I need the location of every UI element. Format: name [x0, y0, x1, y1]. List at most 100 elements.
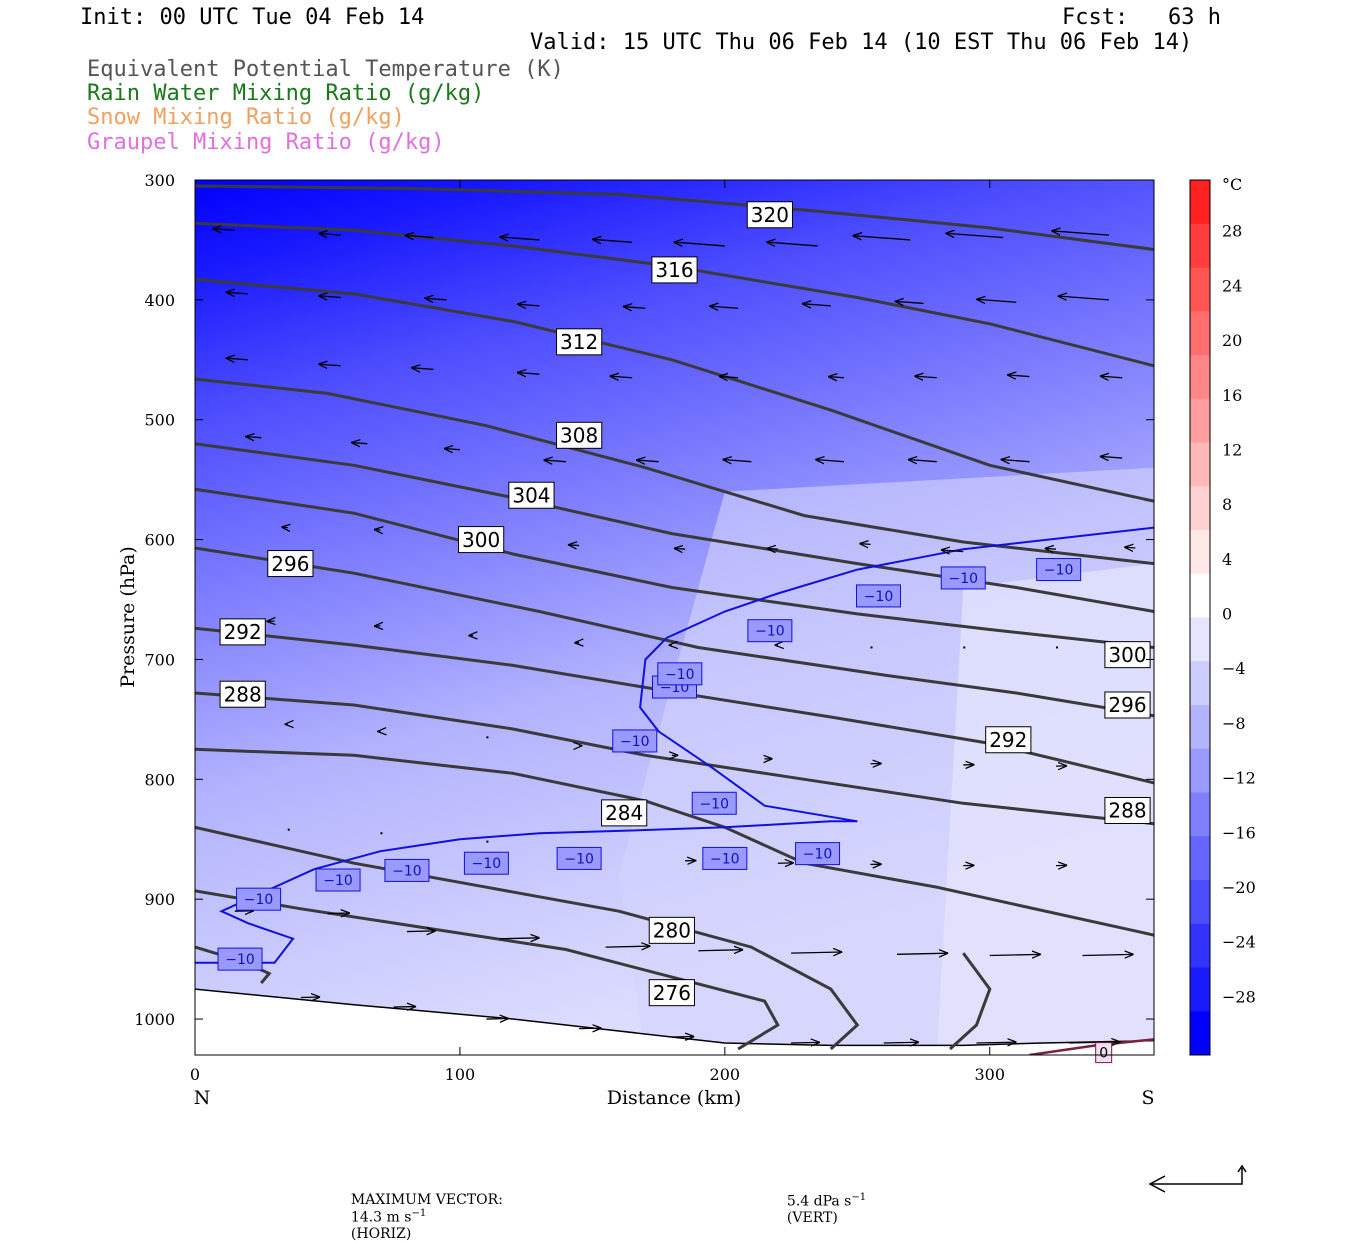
- theta-e-label: 288: [1105, 797, 1150, 823]
- wind-vector: [1045, 548, 1056, 549]
- x-axis-title: Distance (km): [607, 1087, 742, 1109]
- theta-e-label-text: 316: [655, 258, 693, 282]
- colorbar-tick-label: −20: [1222, 878, 1256, 897]
- colorbar-tick-label: 0: [1222, 605, 1232, 624]
- theta-e-label-text: 288: [1108, 799, 1146, 823]
- theta-e-label-text: 284: [605, 801, 643, 825]
- theta-e-label: 300: [459, 527, 504, 553]
- colorbar-swatch: [1190, 661, 1210, 705]
- max-vert-tag: (VERT): [787, 1210, 838, 1226]
- wind-vector: [394, 1007, 416, 1008]
- colorbar-tick-label: −4: [1222, 659, 1246, 678]
- wind-vector: [859, 544, 870, 545]
- theta-e-label-text: 300: [462, 528, 500, 552]
- colorbar-tick-label: 20: [1222, 331, 1242, 350]
- colorbar-tick-label: −24: [1222, 933, 1256, 952]
- colorbar-tick-label: 8: [1222, 495, 1232, 514]
- colorbar-unit: °C: [1222, 175, 1242, 194]
- isotherm-label-text: −10: [323, 873, 353, 889]
- colorbar-swatch: [1190, 443, 1210, 487]
- y-tick-label: 900: [144, 890, 175, 909]
- theta-e-label-text: 312: [560, 330, 598, 354]
- isotherm-label: −10: [703, 847, 747, 869]
- isotherm-label-text: −10: [620, 734, 650, 750]
- wind-vector: [407, 931, 436, 932]
- max-horiz-value: 14.3 m s: [351, 1210, 412, 1226]
- south-end-label: S: [1141, 1087, 1154, 1109]
- theta-e-label: 296: [268, 551, 313, 577]
- zero-isotherm-label: 0: [1096, 1043, 1112, 1063]
- colorbar-swatch: [1190, 793, 1210, 837]
- max-vector-title: MAXIMUM VECTOR:: [351, 1192, 503, 1208]
- colorbar-swatch: [1190, 180, 1210, 224]
- isotherm-label: −10: [385, 859, 429, 881]
- wind-vector: [486, 1019, 508, 1020]
- isotherm-label: −10: [316, 869, 360, 891]
- x-tick-label: 300: [974, 1065, 1005, 1084]
- theta-e-label: 300: [1105, 642, 1150, 668]
- isotherm-label-text: −10: [864, 589, 894, 605]
- wind-vector: [674, 548, 685, 549]
- colorbar-tick-label: −8: [1222, 714, 1246, 733]
- theta-e-label: 292: [220, 619, 265, 645]
- colorbar-swatch: [1190, 968, 1210, 1012]
- colorbar-swatch: [1190, 836, 1210, 880]
- colorbar-tick-label: −28: [1222, 987, 1256, 1006]
- colorbar-tick-label: 12: [1222, 440, 1242, 459]
- y-axis-title: Pressure (hPa): [117, 546, 139, 688]
- colorbar-swatch: [1190, 574, 1210, 618]
- isotherm-label: −10: [692, 792, 736, 814]
- isotherm-label-text: −10: [472, 856, 502, 872]
- wind-vector: [579, 1028, 601, 1029]
- isotherm-label: −10: [1037, 559, 1081, 581]
- isotherm-label-text: −10: [225, 952, 255, 968]
- colorbar-swatch: [1190, 880, 1210, 924]
- north-end-label: N: [194, 1087, 211, 1109]
- wind-vector: [884, 1042, 919, 1043]
- theta-e-label: 320: [747, 202, 792, 228]
- isotherm-label: −10: [658, 663, 702, 685]
- isotherm-label: −10: [613, 730, 657, 752]
- isotherm-label-text: −10: [948, 571, 978, 587]
- colorbar-swatch: [1190, 486, 1210, 530]
- wind-vector: [500, 938, 540, 939]
- theta-e-label: 276: [649, 980, 694, 1006]
- theta-e-label-text: 296: [271, 552, 309, 576]
- colorbar-tick-label: 4: [1222, 550, 1232, 569]
- theta-e-label: 280: [649, 917, 694, 943]
- colorbar-swatch: [1190, 355, 1210, 399]
- colorbar-swatch: [1190, 1011, 1210, 1055]
- isotherm-label: −10: [557, 847, 601, 869]
- isotherm-label-text: −10: [564, 851, 594, 867]
- colorbar-tick-label: 24: [1222, 276, 1242, 295]
- isotherm-label: −10: [941, 567, 985, 589]
- theta-e-label: 288: [220, 681, 265, 707]
- theta-e-label: 284: [602, 800, 647, 826]
- wind-vector: [977, 1042, 1017, 1043]
- colorbar-swatch: [1190, 268, 1210, 312]
- isotherm-label-text: −10: [699, 796, 729, 812]
- colorbar-swatch: [1190, 705, 1210, 749]
- wind-vector: [767, 548, 778, 549]
- colorbar-tick-label: −16: [1222, 823, 1256, 842]
- isotherm-label: −10: [748, 620, 792, 642]
- theta-e-label: 312: [557, 329, 602, 355]
- max-vertical-label: 5.4 dPa s−1 (VERT): [778, 1176, 866, 1226]
- theta-e-label: 308: [557, 422, 602, 448]
- max-vert-unit-exp: −1: [851, 1192, 866, 1203]
- max-horiz-unit-exp: −1: [411, 1208, 426, 1219]
- y-tick-label: 400: [144, 291, 175, 310]
- colorbar-swatch: [1190, 530, 1210, 574]
- x-tick-label: 0: [190, 1065, 200, 1084]
- theta-e-label-text: 276: [653, 981, 691, 1005]
- max-horiz-tag: (HORIZ): [351, 1226, 411, 1242]
- theta-e-label-text: 280: [653, 919, 691, 943]
- isotherm-label-text: −10: [1044, 563, 1074, 579]
- theta-e-label-text: 308: [560, 424, 598, 448]
- wind-vector: [327, 913, 349, 914]
- theta-e-label-text: 292: [224, 620, 262, 644]
- colorbar-swatch: [1190, 311, 1210, 355]
- max-vector-label: MAXIMUM VECTOR: 14.3 m s−1 (HORIZ): [342, 1176, 512, 1242]
- colorbar-swatch: [1190, 224, 1210, 268]
- isotherm-label: −10: [464, 852, 508, 874]
